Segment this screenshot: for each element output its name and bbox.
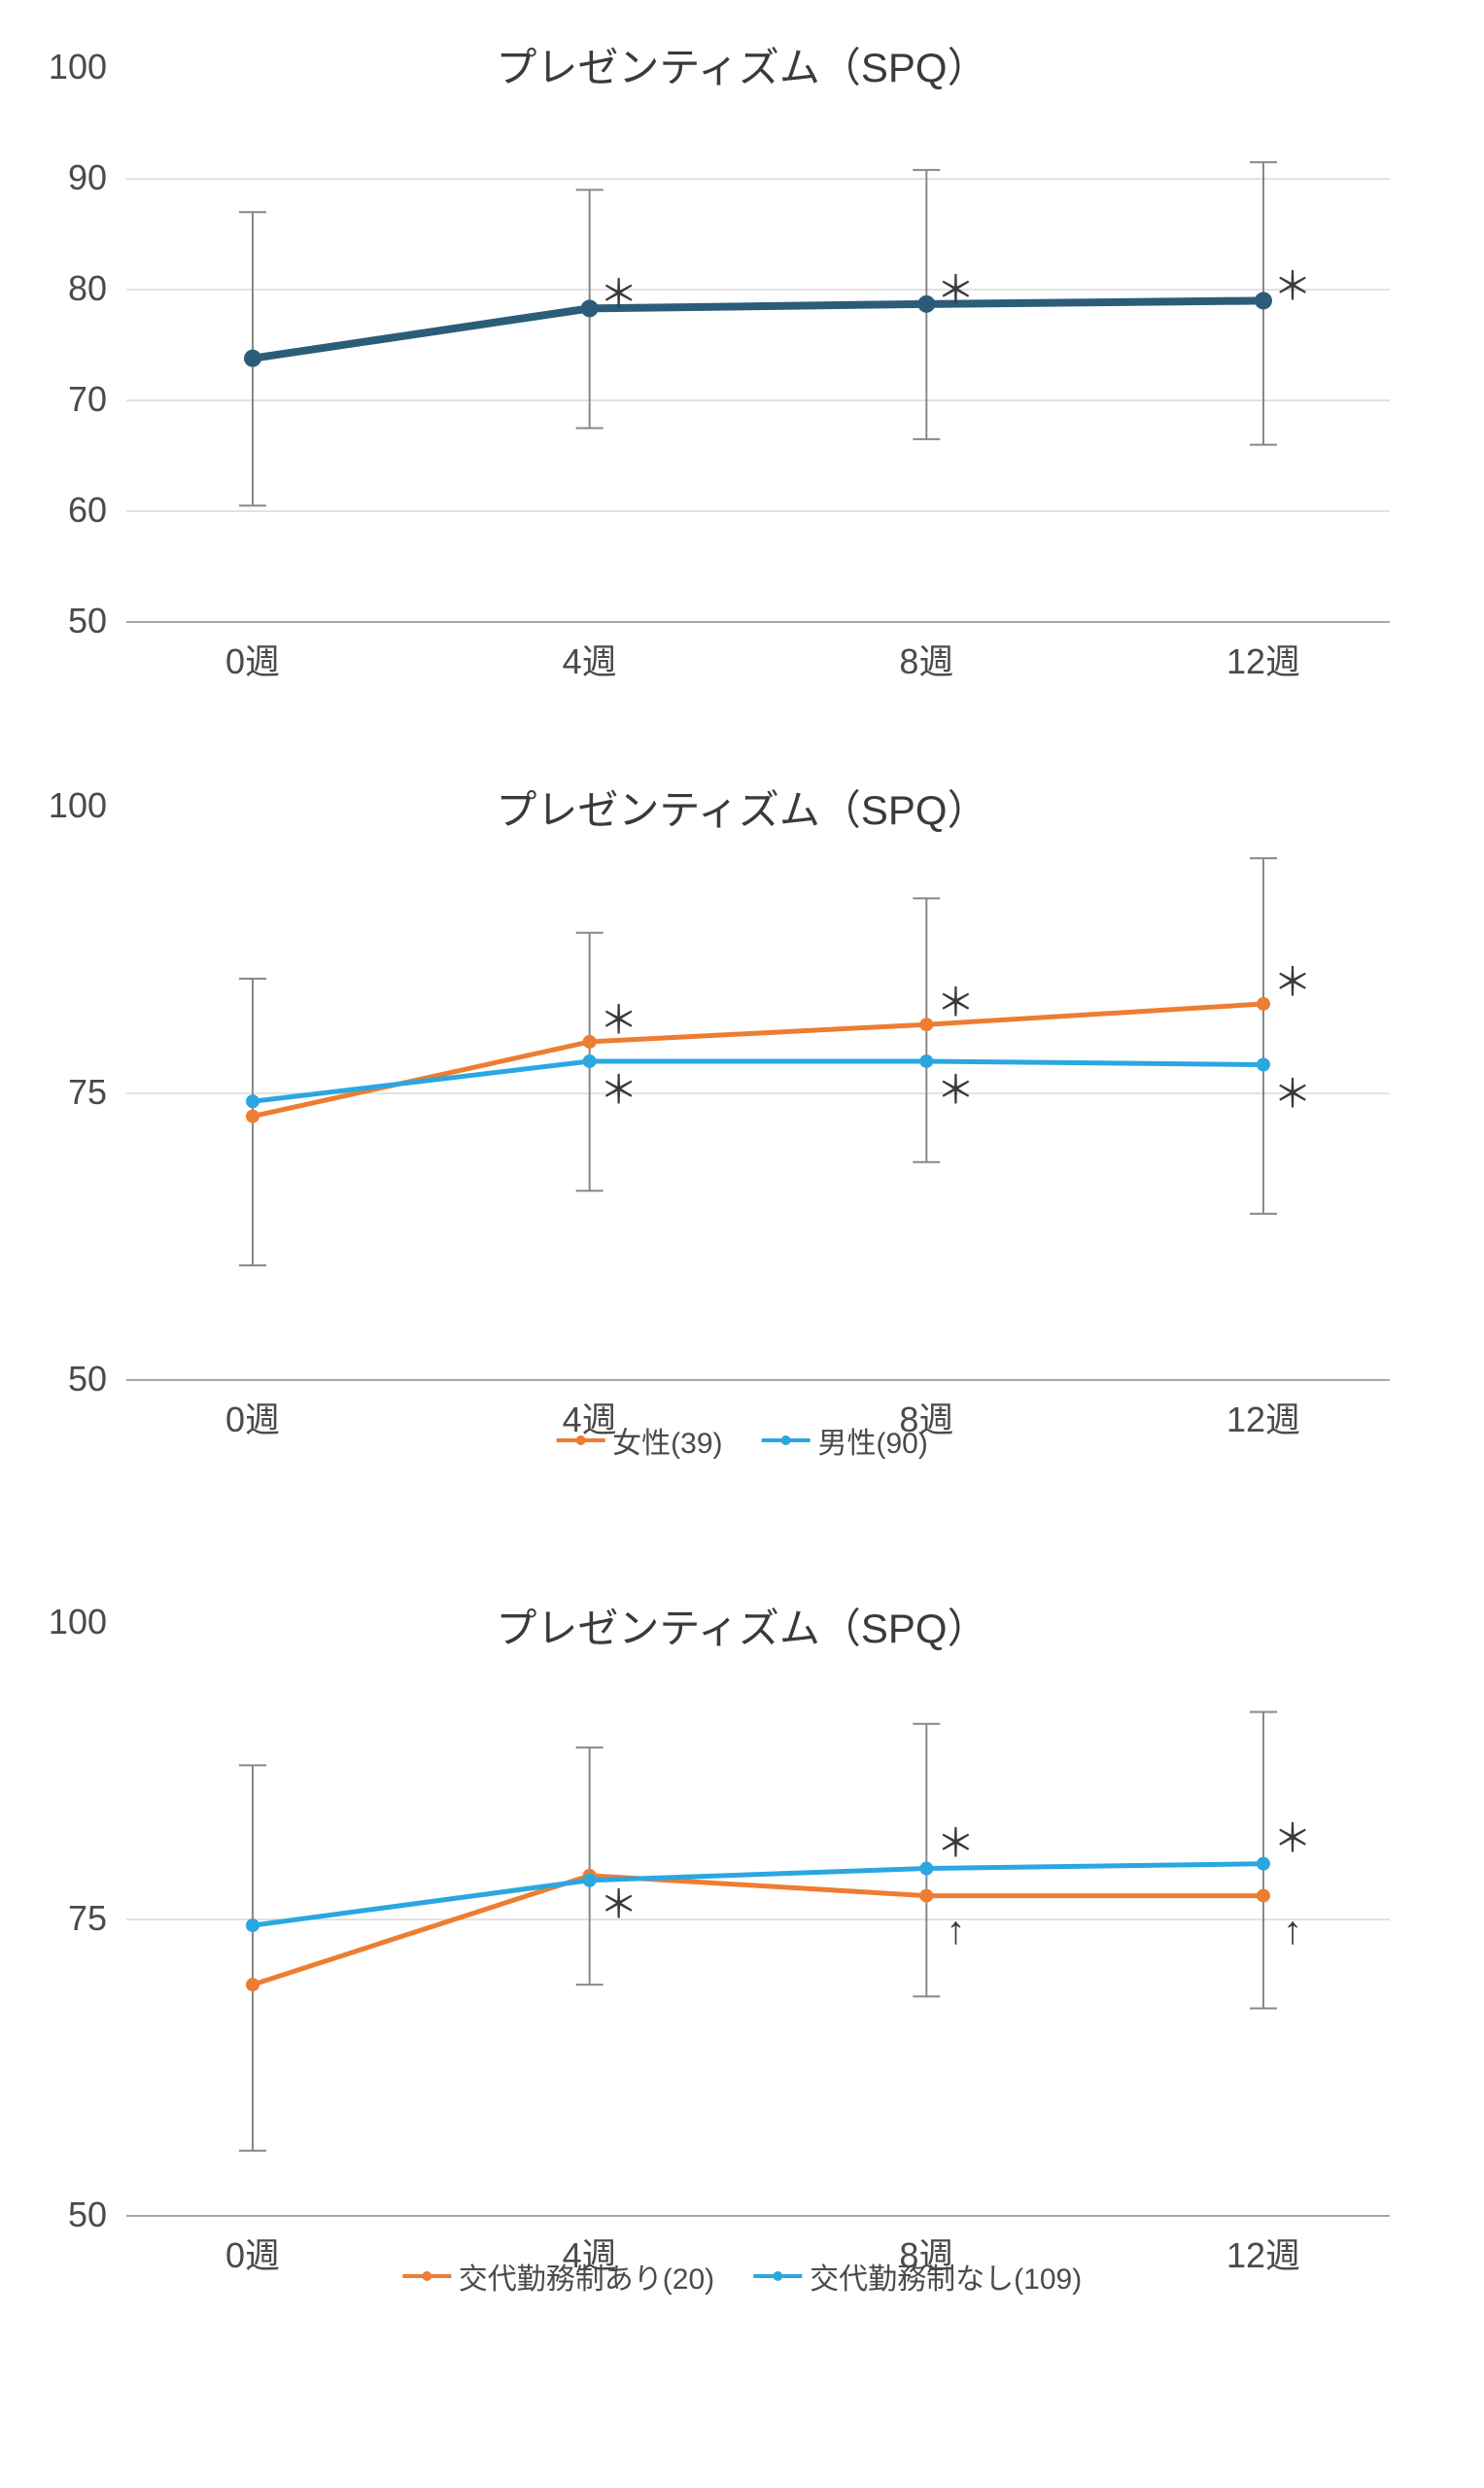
chart1-ytick-3: 80 <box>29 268 107 309</box>
chart2-sig-female-1: ＊ <box>600 988 638 1045</box>
chart1-xtick-1: 4週 <box>563 634 617 684</box>
chart2-title: プレゼンティズム（SPQ） <box>496 778 987 837</box>
chart3-sig-shift_no-2: ＊ <box>936 1812 975 1868</box>
chart2-xtick-3: 12週 <box>1226 1392 1300 1442</box>
chart3-sig-shift_yes-3: ↑ <box>1283 1909 1302 1952</box>
chart2-legend-label-female: 女性(39) <box>612 1419 722 1462</box>
chart3-legend-item-shift_no: 交代勤務制なし(109) <box>753 2255 1082 2298</box>
chart3-sig-shift_yes-1: ＊ <box>600 1873 638 1929</box>
chart2-sig-male-1: ＊ <box>600 1058 638 1115</box>
chart2-sig-male-2: ＊ <box>936 1058 975 1115</box>
chart3-xtick-3: 12週 <box>1226 2228 1300 2278</box>
chart2-sig-female-3: ＊ <box>1273 950 1312 1007</box>
chart1-sig-overall-1: ＊ <box>600 262 638 319</box>
chart3-container: プレゼンティズム（SPQ）50751000週4週8週12週＊↑↑＊＊交代勤務制あ… <box>0 1536 1484 2371</box>
chart1-sig-overall-2: ＊ <box>936 259 975 315</box>
legend-swatch-icon <box>762 1438 811 1442</box>
chart3-sig-shift_no-3: ＊ <box>1273 1807 1312 1863</box>
chart2-ytick-1: 75 <box>29 1072 107 1113</box>
chart3-ytick-0: 50 <box>29 2194 107 2235</box>
chart2-legend-item-female: 女性(39) <box>556 1419 722 1462</box>
chart1-container: プレゼンティズム（SPQ） 50 60 70 80 90 100 0週 4週 8週 12週 ＊ ＊ ＊ <box>0 0 1484 739</box>
chart3-xtick-0: 0週 <box>225 2228 280 2278</box>
chart1-xtick-2: 8週 <box>899 634 953 684</box>
chart3-sig-shift_yes-2: ↑ <box>946 1909 965 1952</box>
chart1-title: プレゼンティズム（SPQ） <box>496 35 987 94</box>
chart3-legend: 交代勤務制あり(20) 交代勤務制なし(109) <box>402 2255 1082 2298</box>
chart3-ytick-1: 75 <box>29 1898 107 1939</box>
chart1-ytick-2: 70 <box>29 379 107 420</box>
chart2-legend-item-male: 男性(90) <box>762 1419 928 1462</box>
legend-swatch-icon <box>402 2274 451 2278</box>
chart1-ytick-0: 50 <box>29 601 107 641</box>
chart2-sig-female-2: ＊ <box>936 971 975 1027</box>
chart1-xtick-0: 0週 <box>225 634 280 684</box>
chart1-ytick-4: 90 <box>29 157 107 198</box>
chart3-ytick-2: 100 <box>29 1602 107 1642</box>
chart1-ytick-5: 100 <box>29 47 107 87</box>
chart2-ytick-2: 100 <box>29 785 107 826</box>
chart3-legend-label-shift_yes: 交代勤務制あり(20) <box>459 2255 714 2298</box>
chart1-sig-overall-3: ＊ <box>1273 255 1312 311</box>
chart1-svg <box>0 0 1484 739</box>
chart1-ytick-1: 60 <box>29 490 107 531</box>
chart1-xtick-3: 12週 <box>1226 634 1300 684</box>
chart2-legend: 女性(39) 男性(90) <box>556 1419 928 1462</box>
chart2-xtick-0: 0週 <box>225 1392 280 1442</box>
chart2-legend-label-male: 男性(90) <box>818 1419 928 1462</box>
chart3-legend-label-shift_no: 交代勤務制なし(109) <box>810 2255 1082 2298</box>
legend-swatch-icon <box>556 1438 604 1442</box>
chart2-ytick-0: 50 <box>29 1359 107 1400</box>
legend-swatch-icon <box>753 2274 802 2278</box>
chart3-title: プレゼンティズム（SPQ） <box>496 1596 987 1655</box>
chart2-container: プレゼンティズム（SPQ）50751000週4週8週12週＊＊＊＊＊＊女性(39… <box>0 739 1484 1536</box>
chart2-sig-male-3: ＊ <box>1273 1062 1312 1119</box>
chart3-legend-item-shift_yes: 交代勤務制あり(20) <box>402 2255 714 2298</box>
